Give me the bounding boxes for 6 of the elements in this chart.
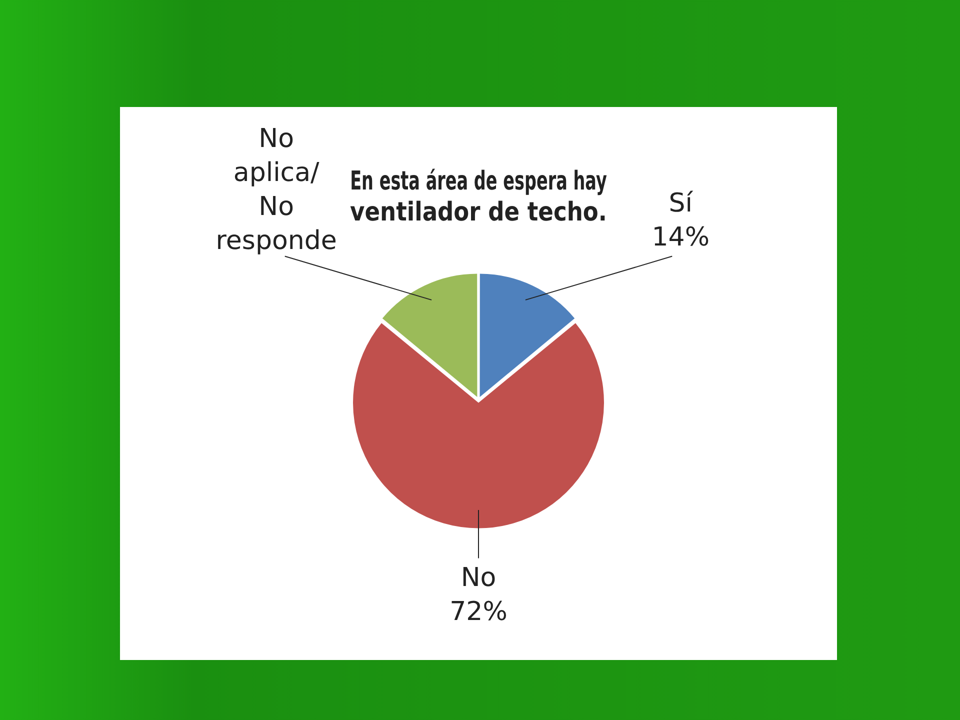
data-label: 72% <box>450 596 508 627</box>
data-label: 14% <box>652 222 710 253</box>
text: En esta área de espera hay ventilador de techo. <box>350 166 607 227</box>
slice-label: No <box>460 562 496 593</box>
slice-label: No aplica/No responde <box>216 124 337 256</box>
slice-label: Sí <box>668 188 694 219</box>
